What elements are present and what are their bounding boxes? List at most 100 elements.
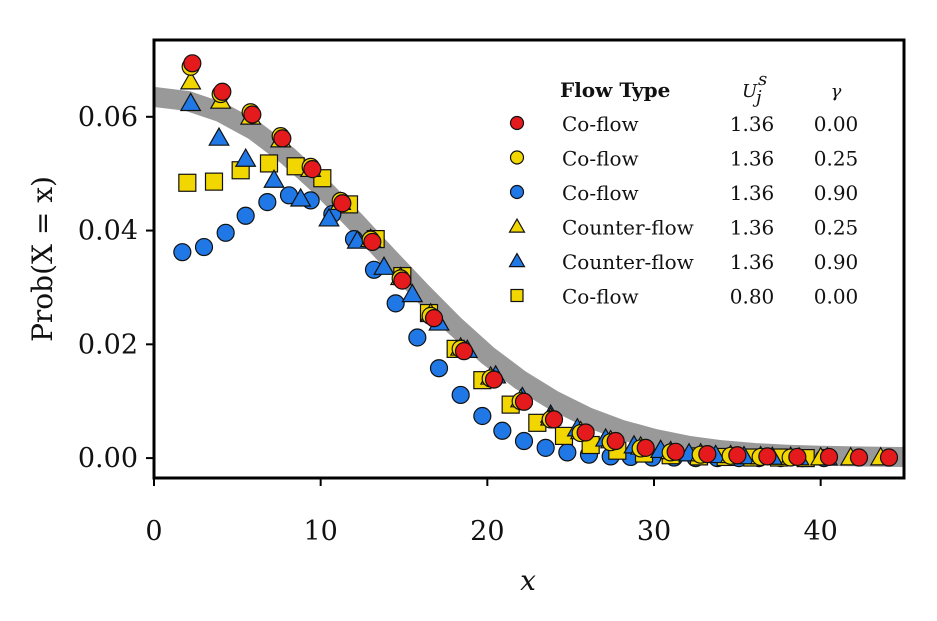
data-point [544, 410, 564, 429]
legend-header-u: U s j [742, 69, 767, 108]
data-point [259, 154, 279, 173]
data-point [234, 147, 257, 167]
data-point [698, 445, 717, 464]
legend-flow-type: Counter-flow [562, 250, 694, 274]
data-point [514, 431, 534, 451]
x-tick-label: 10 [303, 516, 337, 547]
data-point [728, 446, 747, 465]
legend-gamma-value: 0.00 [814, 112, 859, 136]
data-point [363, 232, 382, 252]
legend-u-value: 1.36 [730, 147, 775, 171]
legend-row: Co-flow 0.80 0.00 [510, 285, 859, 309]
data-point [273, 129, 292, 148]
legend: Flow Type U s j γ Co-flow 1.36 0.00Co-flow… [508, 69, 859, 309]
legend-row: Counter-flow 1.36 0.25 [508, 216, 859, 240]
x-axis-label: x [520, 564, 536, 597]
data-point [558, 443, 577, 462]
x-tick-label: 20 [470, 516, 504, 547]
data-series-layer [173, 54, 899, 468]
legend-header-u-base: U [742, 81, 758, 102]
data-point [194, 237, 214, 257]
legend-marker [510, 288, 524, 303]
y-tick-label: 0.00 [78, 443, 138, 474]
legend-u-value: 1.36 [730, 112, 775, 136]
legend-gamma-value: 0.25 [814, 216, 859, 240]
data-point [819, 447, 839, 467]
legend-row: Co-flow 1.36 0.25 [509, 147, 859, 171]
legend-gamma-value: 0.25 [814, 147, 859, 171]
plot-frame [152, 38, 906, 480]
legend-flow-type: Co-flow [562, 285, 639, 309]
data-point [179, 92, 202, 112]
legend-header-u-sup: s [758, 69, 767, 90]
data-point [386, 294, 405, 313]
legend-u-value: 1.36 [730, 250, 775, 274]
data-point [401, 283, 424, 303]
legend-flow-type: Co-flow [562, 181, 639, 205]
legend-marker [508, 252, 526, 268]
data-point [258, 193, 277, 212]
data-point [208, 126, 230, 146]
legend-gamma-value: 0.00 [814, 285, 859, 309]
data-point [484, 370, 504, 389]
x-tick-label: 0 [145, 516, 162, 547]
data-point [758, 447, 777, 466]
legend-row: Counter-flow 1.36 0.90 [508, 250, 859, 274]
data-point [849, 448, 869, 467]
data-point [289, 187, 312, 207]
x-tick-label: 40 [803, 516, 837, 547]
series-0 [183, 54, 899, 467]
legend-marker [509, 184, 525, 200]
data-point [303, 160, 322, 179]
axis-ticks: 0 10 20 30 40 0.00 0.02 0.04 0.06 [78, 102, 838, 547]
data-point [424, 309, 444, 328]
legend-header-gamma: γ [831, 81, 842, 102]
data-point [393, 271, 412, 290]
data-point [183, 54, 202, 73]
legend-rows: Co-flow 1.36 0.00 Co-flow 1.36 0.25 Co-flow 1.3… [508, 112, 859, 309]
legend-gamma-value: 0.90 [814, 181, 859, 205]
data-point [204, 172, 224, 191]
legend-flow-type: Co-flow [562, 147, 639, 171]
legend-u-value: 1.36 [730, 181, 775, 205]
legend-gamma-value: 0.90 [814, 250, 859, 274]
data-point [879, 448, 899, 467]
y-axis-label: Prob(X = x) [26, 176, 59, 342]
legend-row: Co-flow 1.36 0.90 [509, 181, 859, 205]
legend-flow-type: Co-flow [562, 112, 639, 136]
legend-u-value: 0.80 [730, 285, 775, 309]
data-point [473, 406, 492, 426]
data-point [514, 392, 534, 411]
legend-row: Co-flow 1.36 0.00 [509, 112, 859, 136]
data-point [636, 438, 655, 457]
data-point [536, 438, 555, 457]
data-point [179, 70, 202, 90]
data-point [429, 359, 449, 378]
data-point [576, 423, 595, 442]
series-1 [181, 57, 800, 467]
data-point [236, 206, 255, 225]
y-tick-label: 0.04 [78, 216, 138, 247]
y-tick-label: 0.06 [78, 102, 138, 133]
data-point [493, 421, 512, 440]
data-point [243, 105, 262, 124]
x-tick-label: 30 [637, 516, 671, 547]
data-point [263, 168, 285, 188]
legend-marker [509, 115, 525, 131]
legend-flow-type: Counter-flow [562, 216, 694, 240]
data-point [454, 342, 474, 361]
legend-header-u-sub: j [752, 87, 762, 108]
legend-marker [509, 150, 525, 165]
data-point [373, 255, 395, 275]
data-point [451, 385, 470, 405]
data-point [788, 447, 807, 467]
data-point [318, 207, 340, 227]
y-tick-label: 0.02 [78, 329, 138, 360]
data-point [178, 173, 197, 192]
data-point [606, 431, 625, 451]
data-point [408, 328, 427, 347]
data-point [666, 442, 685, 461]
data-point [213, 82, 232, 101]
legend-marker [508, 217, 526, 233]
